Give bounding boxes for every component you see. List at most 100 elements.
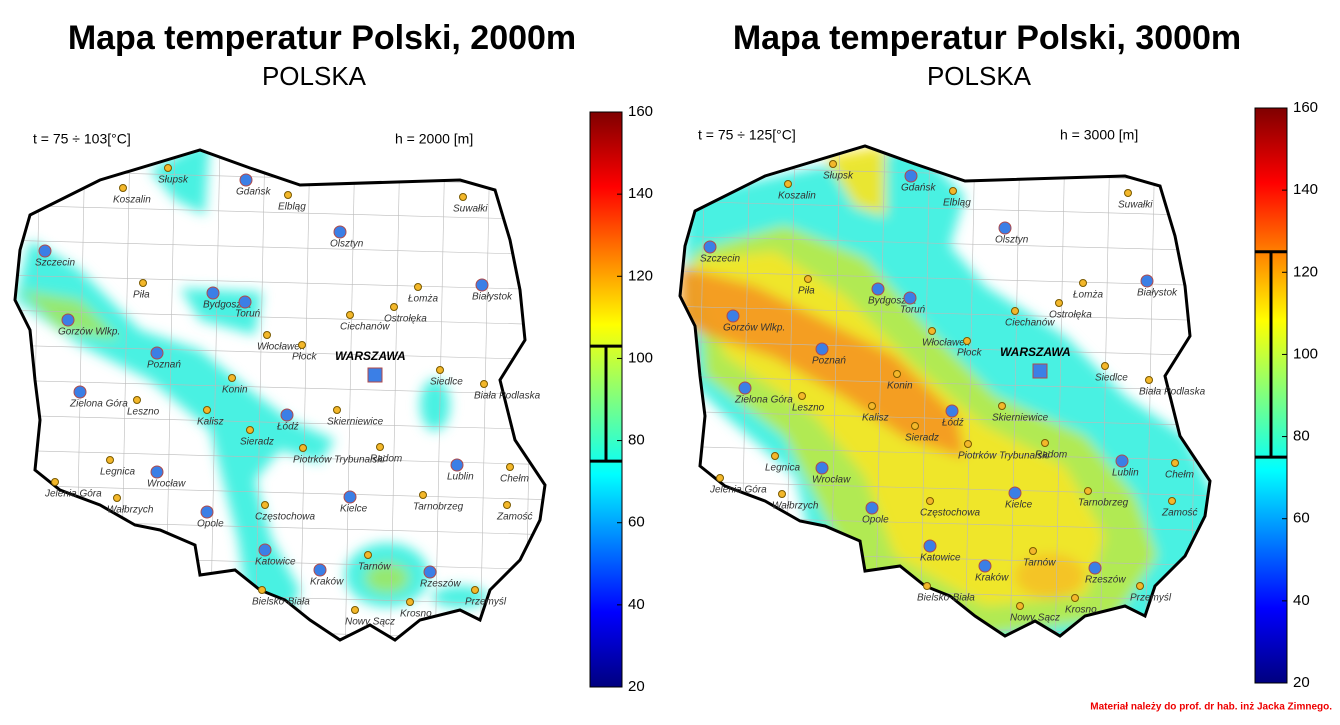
town — [771, 452, 779, 460]
major-city — [998, 221, 1012, 235]
major-city — [73, 385, 87, 399]
city-label: Leszno — [792, 403, 825, 414]
city-label: Częstochowa — [255, 512, 315, 523]
city-label: Kalisz — [862, 413, 889, 424]
major-city — [1115, 454, 1129, 468]
city-label: Konin — [887, 381, 913, 392]
town — [911, 422, 919, 430]
major-city — [238, 295, 252, 309]
town — [351, 606, 359, 614]
city-label: Gorzów Wlkp. — [58, 327, 120, 338]
city-label: Płock — [957, 348, 982, 359]
city-label: Białystok — [472, 292, 513, 303]
city-label: Siedlce — [1095, 373, 1128, 384]
city-label: Leszno — [127, 407, 160, 418]
major-city — [738, 381, 752, 395]
county-border — [1009, 146, 1021, 636]
major-city — [923, 539, 937, 553]
county-border — [680, 270, 1210, 287]
town — [246, 426, 254, 434]
city-label: Katowice — [255, 557, 296, 568]
city-label: Legnica — [765, 463, 800, 474]
town — [503, 501, 511, 509]
town — [798, 392, 806, 400]
major-city — [450, 458, 464, 472]
colorbar-tick-label: 120 — [628, 267, 653, 284]
town — [784, 180, 792, 188]
city-label: Toruń — [900, 305, 926, 316]
town — [258, 586, 266, 594]
major-city — [200, 505, 214, 519]
colorbar-tick-label: 40 — [1293, 592, 1310, 609]
county-border — [299, 150, 311, 640]
town — [1124, 189, 1132, 197]
town — [1071, 594, 1079, 602]
county-border — [964, 146, 976, 636]
town — [333, 406, 341, 414]
town — [203, 406, 211, 414]
county-border — [919, 146, 931, 636]
city-label: Zielona Góra — [734, 395, 793, 406]
town — [471, 586, 479, 594]
major-city — [313, 563, 327, 577]
city-label: Poznań — [812, 356, 846, 367]
major-city — [239, 173, 253, 187]
country-fill — [15, 150, 545, 640]
town — [459, 193, 467, 201]
temperature-zone — [15, 240, 335, 625]
town — [1041, 439, 1049, 447]
city-label: Olsztyn — [995, 235, 1029, 246]
major-city — [150, 346, 164, 360]
county-border — [1054, 146, 1066, 636]
major-city — [865, 501, 879, 515]
city-label: Skierniewice — [992, 413, 1049, 424]
city-label: Gdańsk — [236, 187, 271, 198]
city-label: Częstochowa — [920, 508, 980, 519]
footer: Materiał należy do prof. dr hab. inż Jac… — [1090, 702, 1332, 713]
city-label: Przemyśl — [1130, 593, 1172, 604]
major-city — [423, 565, 437, 579]
city-label: Biała Podlaska — [1139, 387, 1206, 398]
city-label: Sieradz — [905, 433, 939, 444]
map-title: Mapa temperatur Polski, 2000m — [68, 19, 576, 57]
town — [364, 551, 372, 559]
town — [139, 279, 147, 287]
map-panel: Mapa temperatur Polski, 2000m POLSKA t = 7… — [13, 19, 653, 695]
city-label: Ostrołęka — [1049, 310, 1092, 321]
temperature-range: t = 75 ÷ 125[°C] — [698, 127, 796, 143]
town — [1136, 582, 1144, 590]
city-label: Radom — [1035, 450, 1067, 461]
city-label: Bydgoszcz — [203, 300, 251, 311]
town — [893, 370, 901, 378]
major-city — [258, 543, 272, 557]
capital-marker — [367, 367, 383, 383]
city-label: Jelenia Góra — [44, 489, 102, 500]
county-border — [1144, 146, 1156, 636]
map-panel: Mapa temperatur Polski, 3000m POLSKA t = 7… — [678, 19, 1318, 691]
town — [119, 184, 127, 192]
city-label: Zielona Góra — [69, 399, 128, 410]
city-label: Wałbrzych — [107, 505, 154, 516]
county-border — [680, 340, 1210, 357]
city-label: Włocławek — [922, 338, 971, 349]
city-label: Płock — [292, 352, 317, 363]
colorbar-tick-label: 20 — [1293, 674, 1310, 691]
county-border — [389, 150, 401, 640]
county-border — [680, 620, 1210, 636]
city-label: Bydgoszcz — [868, 296, 916, 307]
city-label: Kraków — [310, 577, 344, 588]
town — [868, 402, 876, 410]
town — [299, 444, 307, 452]
city-label: Koszalin — [113, 195, 151, 206]
city-label: Olsztyn — [330, 239, 364, 250]
temperature-zone — [1015, 554, 1085, 598]
city-label: Łomża — [408, 294, 438, 305]
colorbar-tick-label: 60 — [1293, 510, 1310, 527]
county-border — [680, 480, 1210, 497]
town — [964, 440, 972, 448]
town — [1101, 362, 1109, 370]
city-label: Elbląg — [943, 198, 971, 209]
city-label: Siedlce — [430, 377, 463, 388]
county-border — [1099, 146, 1111, 636]
city-label: Ciechanów — [1005, 318, 1055, 329]
